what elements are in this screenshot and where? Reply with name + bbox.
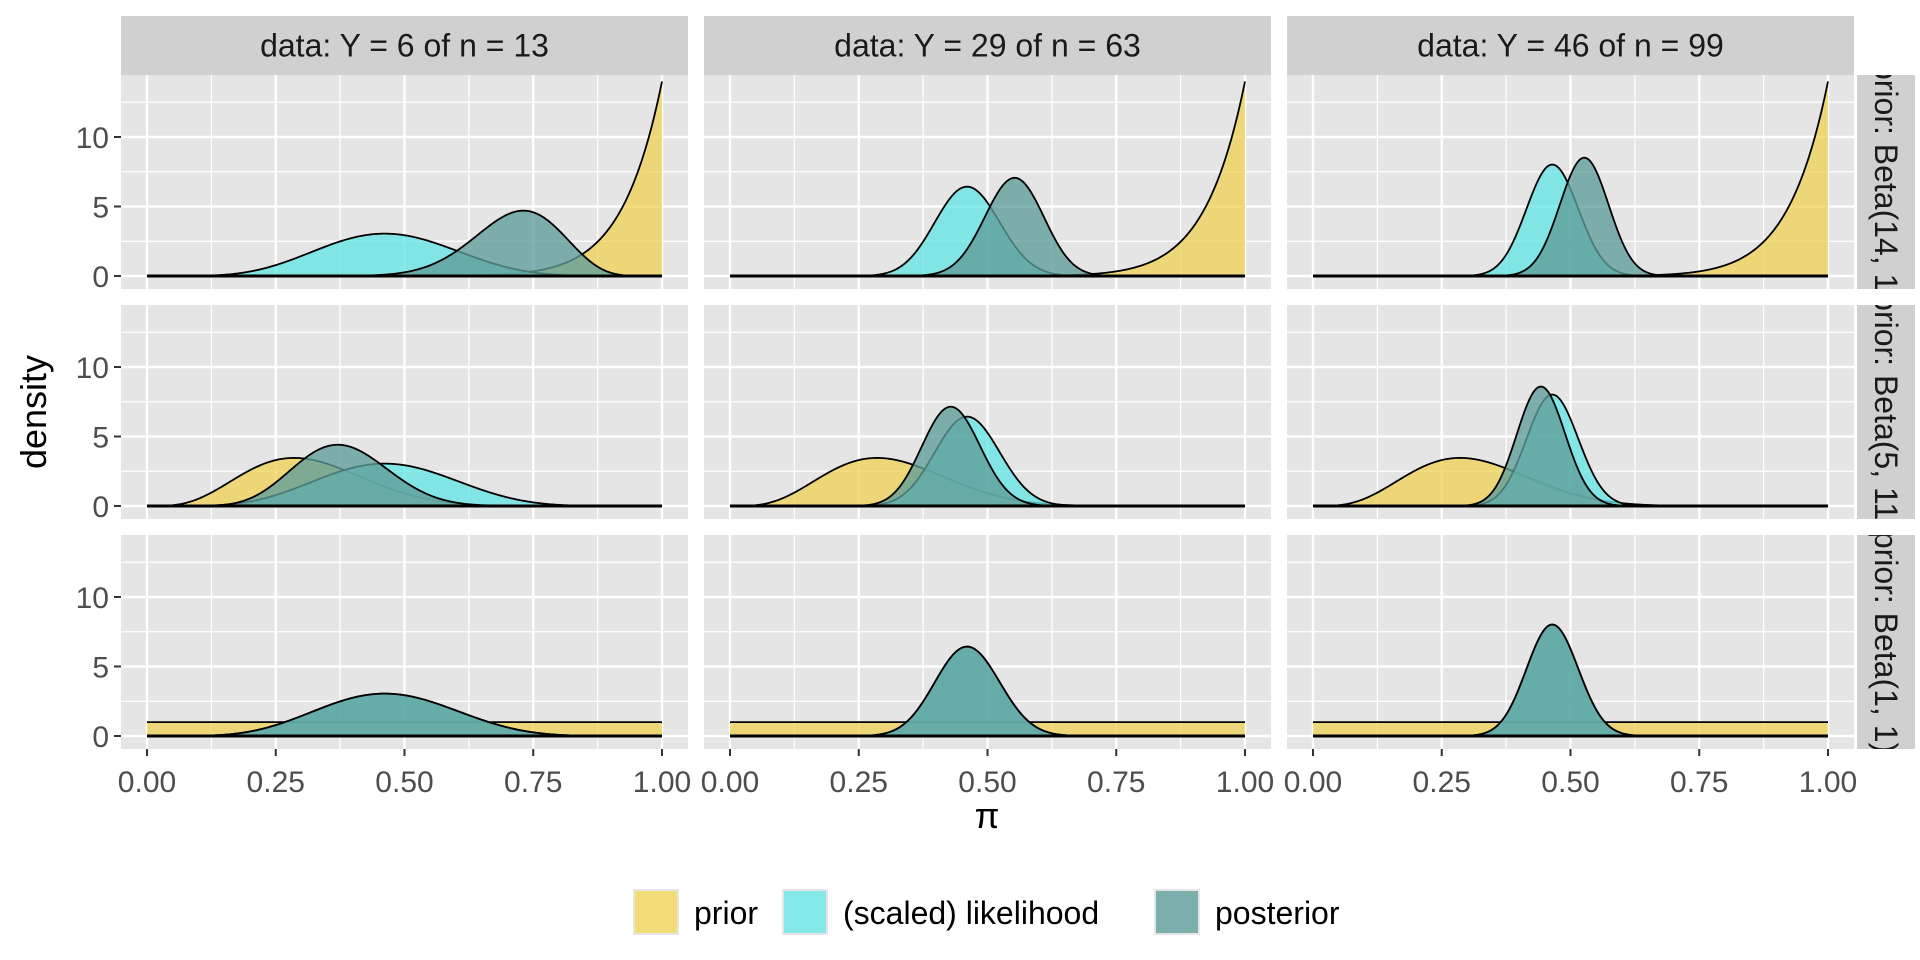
legend-key bbox=[1154, 889, 1200, 935]
x-tick-label: 0.50 bbox=[1541, 766, 1599, 799]
facet-panel bbox=[1287, 535, 1854, 749]
row-strip: prior: Beta(5, 11) bbox=[1857, 293, 1915, 531]
x-tick-label: 0.25 bbox=[247, 766, 305, 799]
legend-item: posterior bbox=[1154, 889, 1340, 935]
posterior-density-area bbox=[1313, 157, 1828, 276]
y-axis: 0 5 10 0 5 10 0 5 10 bbox=[76, 122, 121, 754]
x-tick-label: 0.50 bbox=[375, 766, 433, 799]
prior-density-area bbox=[730, 81, 1245, 277]
prior-density-area bbox=[147, 81, 662, 277]
row-strip: prior: Beta(1, 1) bbox=[1857, 531, 1915, 753]
posterior-density-area bbox=[147, 210, 662, 276]
x-tick-label: 0.25 bbox=[830, 766, 888, 799]
x-tick-label: 0.50 bbox=[958, 766, 1016, 799]
prior-density-area bbox=[1313, 81, 1828, 277]
x-axis-title: π bbox=[975, 795, 1000, 836]
posterior-density-area bbox=[1313, 624, 1828, 736]
x-tick-label: 0.00 bbox=[701, 766, 759, 799]
x-axis: 0.00 0.25 0.50 0.75 1.00 0.00 0.25 0.50 0.75 1.00… bbox=[118, 749, 1857, 799]
x-tick-label: 1.00 bbox=[633, 766, 691, 799]
prior-density-area bbox=[1313, 457, 1828, 506]
row-strip-label: prior: Beta(14, 1) bbox=[1868, 62, 1904, 302]
posterior-density-area bbox=[730, 177, 1245, 276]
strip-background bbox=[1857, 305, 1915, 519]
posterior-density-area bbox=[730, 646, 1245, 736]
legend-label: prior bbox=[694, 895, 758, 931]
x-tick-label: 1.00 bbox=[1216, 766, 1274, 799]
posterior-density-area bbox=[730, 406, 1245, 506]
legend-label: (scaled) likelihood bbox=[843, 895, 1099, 931]
legend-item: prior bbox=[633, 889, 758, 935]
y-tick-label: 0 bbox=[92, 491, 109, 524]
x-tick-label: 0.75 bbox=[1087, 766, 1145, 799]
legend-item: (scaled) likelihood bbox=[782, 889, 1099, 935]
posterior-density-area bbox=[1313, 386, 1828, 506]
y-tick-label: 10 bbox=[76, 582, 109, 615]
column-strip: data: Y = 6 of n = 13 bbox=[121, 16, 688, 75]
strip-background bbox=[1857, 75, 1915, 289]
y-tick-label: 5 bbox=[92, 422, 109, 455]
x-tick-label: 0.75 bbox=[1670, 766, 1728, 799]
facet-panel bbox=[121, 305, 688, 519]
legend-key bbox=[633, 889, 679, 935]
strip-background bbox=[1287, 16, 1854, 75]
y-tick-label: 5 bbox=[92, 192, 109, 225]
column-strip: data: Y = 29 of n = 63 bbox=[704, 16, 1271, 75]
row-strip-label: prior: Beta(5, 11) bbox=[1868, 293, 1904, 531]
facet-panel bbox=[1287, 305, 1854, 519]
y-tick-label: 10 bbox=[76, 352, 109, 385]
y-tick-label: 0 bbox=[92, 721, 109, 754]
x-tick-label: 0.00 bbox=[1284, 766, 1342, 799]
y-tick-label: 10 bbox=[76, 122, 109, 155]
column-strips: data: Y = 6 of n = 13 data: Y = 29 of n =… bbox=[121, 16, 1854, 75]
facet-panel bbox=[1287, 75, 1854, 289]
strip-background bbox=[121, 16, 688, 75]
facet-panel bbox=[704, 75, 1271, 289]
facet-panel bbox=[121, 535, 688, 749]
posterior-density-area bbox=[147, 444, 662, 506]
legend-key bbox=[782, 889, 828, 935]
column-strip-label: data: Y = 46 of n = 99 bbox=[1417, 28, 1724, 64]
row-strip: prior: Beta(14, 1) bbox=[1857, 62, 1915, 302]
facet-panels bbox=[121, 75, 1854, 749]
x-tick-label: 0.25 bbox=[1413, 766, 1471, 799]
strip-background bbox=[1857, 535, 1915, 749]
facet-panel bbox=[121, 75, 688, 289]
facet-panel bbox=[704, 535, 1271, 749]
column-strip: data: Y = 46 of n = 99 bbox=[1287, 16, 1854, 75]
y-tick-label: 0 bbox=[92, 261, 109, 294]
strip-background bbox=[704, 16, 1271, 75]
y-tick-label: 5 bbox=[92, 652, 109, 685]
y-axis-title: density bbox=[13, 355, 54, 469]
legend-label: posterior bbox=[1215, 895, 1340, 931]
column-strip-label: data: Y = 29 of n = 63 bbox=[834, 28, 1141, 64]
column-strip-label: data: Y = 6 of n = 13 bbox=[260, 28, 549, 64]
prior-density-area bbox=[730, 457, 1245, 506]
row-strip-label: prior: Beta(1, 1) bbox=[1868, 531, 1904, 753]
row-strips: prior: Beta(14, 1)prior: Beta(5, 11)prio… bbox=[1857, 62, 1915, 753]
legend: prior (scaled) likelihood posterior bbox=[633, 889, 1340, 935]
x-tick-label: 1.00 bbox=[1799, 766, 1857, 799]
x-tick-label: 0.75 bbox=[504, 766, 562, 799]
x-tick-label: 0.00 bbox=[118, 766, 176, 799]
facet-panel bbox=[704, 305, 1271, 519]
